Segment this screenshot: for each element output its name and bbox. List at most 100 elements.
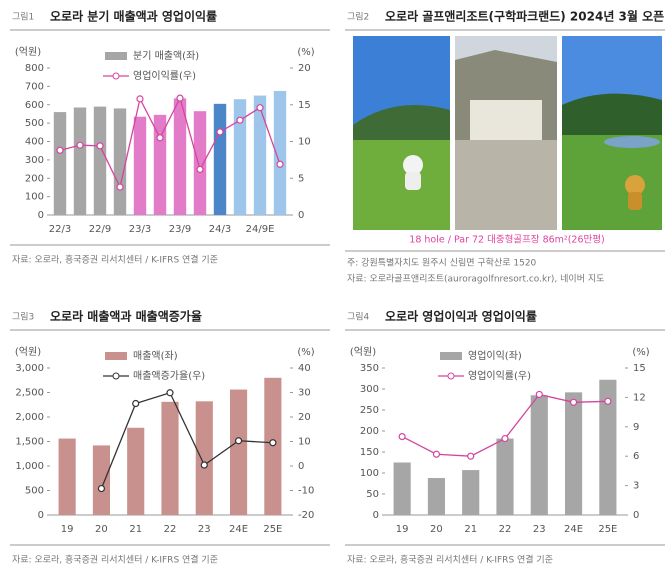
point [236, 116, 244, 124]
legend-swatch [112, 372, 120, 380]
point [398, 433, 406, 441]
y2-tick-label: 12 [633, 392, 646, 403]
bar [213, 103, 227, 215]
x-tick-label: 24/9E [246, 224, 275, 235]
point [176, 94, 184, 102]
line [100, 391, 273, 489]
figure-label: 그림3 [12, 311, 34, 323]
point [97, 484, 106, 493]
x-tick-label: 19 [61, 524, 74, 535]
chart: 그림1 오로라 분기 매출액과 영업이익률(억원) (%)0100200300400… [10, 9, 330, 266]
note: 자료: 오로라골프앤리조트(auroragolfnresort.co.kr), … [347, 274, 604, 285]
x-tick-label: 21 [129, 524, 142, 535]
source: 자료: 오로라, 흥국증권 리서치센터 / K-IFRS 연결 기준 [12, 254, 218, 266]
point [166, 389, 174, 397]
point [276, 160, 284, 168]
bar [253, 95, 267, 215]
bar [264, 377, 282, 515]
x-tick-label: 22/3 [49, 224, 71, 235]
y-tick-label: 200 [25, 173, 44, 184]
bar [427, 478, 445, 515]
legend-label: 분기 매출액(좌) [133, 50, 199, 62]
bar [93, 106, 107, 215]
x-tick-label: 25E [263, 524, 282, 535]
bar [133, 116, 147, 215]
point [196, 165, 204, 174]
point [256, 104, 264, 112]
chart-title: 오로라 영업이익과 영업이익률 [385, 309, 537, 324]
y-unit: (억원) [15, 46, 41, 58]
photo [455, 36, 557, 230]
y-tick-label: 400 [25, 137, 44, 148]
y-tick-label: 150 [360, 447, 379, 458]
y-tick-label: 2,500 [15, 388, 44, 399]
y2-tick-label: 30 [298, 388, 311, 399]
y2-tick-label: -20 [298, 510, 314, 521]
y-tick-label: 0 [38, 210, 44, 221]
source: 자료: 오로라, 흥국증권 리서치센터 / K-IFRS 연결 기준 [347, 554, 553, 566]
x-tick-label: 23 [198, 524, 211, 535]
bar [193, 111, 207, 215]
y2-unit: (%) [297, 347, 314, 358]
y-tick-label: 800 [25, 63, 44, 74]
x-tick-label: 22/9 [89, 224, 111, 235]
bar [462, 470, 480, 515]
point [56, 146, 64, 154]
y2-tick-label: 20 [298, 412, 311, 423]
photo-panel: 그림2 오로라 골프앤리조트(구학파크랜드) 2024년 3월 오픈 18 ho… [345, 9, 665, 285]
y2-tick-label: 0 [633, 510, 639, 521]
legend-swatch [105, 52, 127, 60]
point [136, 95, 144, 103]
bar [73, 107, 87, 215]
point [156, 134, 164, 142]
plot-bg [50, 46, 290, 215]
bar [113, 108, 127, 215]
y-tick-label: 250 [360, 405, 379, 416]
y-tick-label: 500 [25, 486, 44, 497]
point [432, 450, 441, 458]
legend-label: 매출액(좌) [133, 350, 178, 362]
legend-swatch [440, 352, 462, 360]
y-tick-label: 100 [360, 468, 379, 479]
y2-tick-label: 40 [298, 363, 311, 374]
x-tick-label: 22 [164, 524, 177, 535]
point [200, 461, 208, 469]
y-unit: (억원) [15, 346, 41, 358]
note: 주: 강원특별자치도 원주시 신림면 구학산로 1520 [347, 257, 537, 269]
y-tick-label: 500 [25, 118, 44, 129]
y-unit: (억원) [350, 346, 376, 358]
point [132, 399, 140, 408]
legend-label: 매출액증가율(우) [133, 370, 205, 382]
bar [599, 379, 617, 515]
point [76, 141, 84, 149]
y-tick-label: 300 [25, 155, 44, 166]
point [604, 397, 612, 405]
figure-label: 그림2 [347, 11, 369, 23]
y2-tick-label: -10 [298, 486, 314, 497]
y-tick-label: 2,000 [15, 412, 44, 423]
point [569, 398, 578, 406]
photo [353, 36, 450, 230]
y2-tick-label: 15 [298, 100, 311, 111]
chart: 그림4 오로라 영업이익과 영업이익률(억원) (%)050100150200250… [345, 309, 665, 566]
point [535, 390, 543, 399]
point [467, 452, 475, 460]
y-tick-label: 1,000 [15, 461, 44, 472]
bar [393, 462, 411, 515]
y-tick-label: 600 [25, 100, 44, 111]
figure-label: 그림1 [12, 11, 34, 23]
y2-tick-label: 0 [298, 210, 304, 221]
bar [565, 392, 583, 515]
bar [173, 98, 187, 215]
chart-title: 오로라 분기 매출액과 영업이익률 [50, 9, 217, 24]
legend-swatch [112, 72, 120, 80]
y2-unit: (%) [632, 347, 649, 358]
point [116, 183, 124, 191]
y2-tick-label: 10 [298, 137, 311, 148]
legend-label: 영업이익률(우) [468, 369, 531, 382]
point [96, 142, 104, 150]
y-tick-label: 0 [38, 510, 44, 521]
x-tick-label: 25E [598, 524, 617, 535]
y2-tick-label: 0 [298, 461, 304, 472]
bar [92, 445, 110, 515]
